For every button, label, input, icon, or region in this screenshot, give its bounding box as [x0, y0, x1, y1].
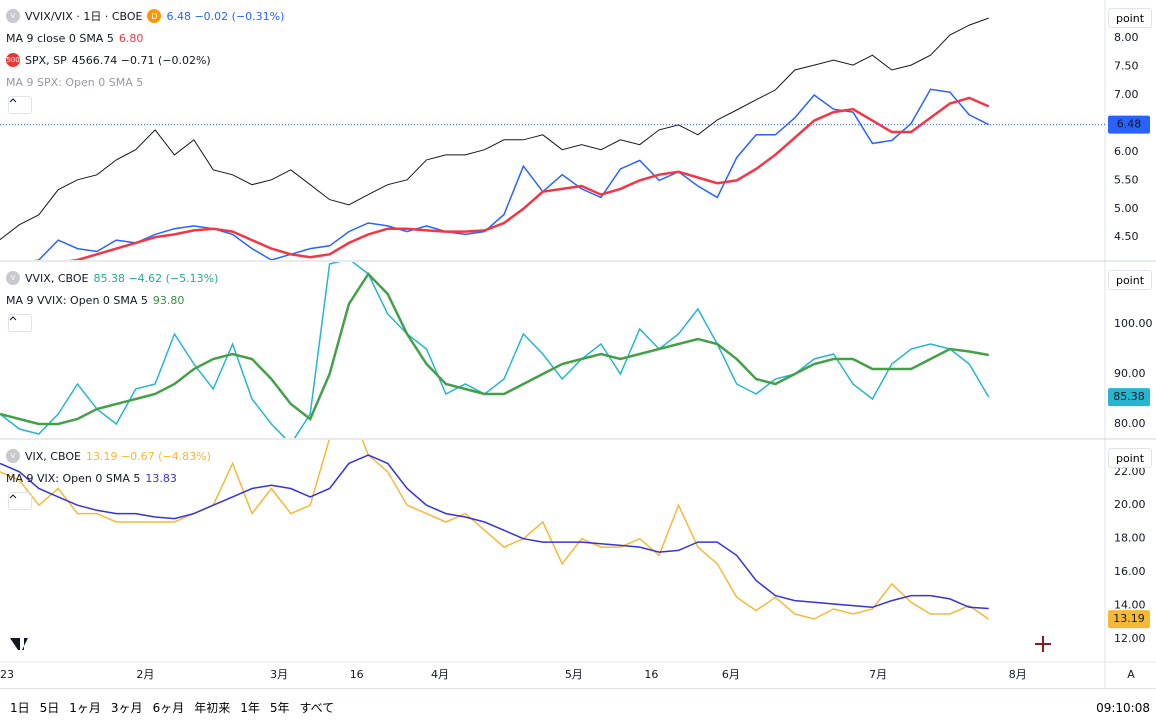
series-line — [0, 440, 990, 620]
legend-row: MA 9 SPX: Open 0 SMA 5 — [6, 73, 143, 91]
range-button[interactable]: 1日 — [10, 701, 30, 715]
legend-name: MA 9 VVIX: Open 0 SMA 5 — [6, 293, 148, 307]
legend-name: MA 9 SPX: Open 0 SMA 5 — [6, 75, 144, 89]
range-button[interactable]: 5日 — [39, 701, 60, 715]
y-tick-label: 100.00 — [1114, 317, 1153, 330]
y-tick-label: 90.00 — [1114, 367, 1146, 380]
toolbar: 1日 5日 1ヶ月 3ヶ月 6ヶ月 年初来 1年 5年 すべて 09:10:08 — [0, 688, 1156, 726]
legend-value: 6.80 — [118, 31, 144, 45]
y-tick-label: 6.00 — [1114, 145, 1139, 158]
x-tick-label: 2023 — [0, 668, 14, 681]
price-tag-label: 85.38 — [1113, 390, 1145, 403]
x-tick-label: 4月 — [431, 668, 449, 681]
chevron — [9, 494, 17, 499]
legend-name: VVIX/VIX · 1日 · CBOE — [25, 10, 143, 23]
series-line — [0, 272, 989, 426]
legend-value: 85.38 −4.62 (−5.13%) — [93, 271, 219, 285]
series-line — [0, 17, 989, 240]
legend-row: 500 SPX, SP 4566.74 −0.71 (−0.02%) — [6, 51, 211, 69]
series-line — [68, 96, 990, 260]
price-tag — [1108, 610, 1150, 629]
y-tick-label: 4.50 — [1114, 230, 1139, 243]
legend-name: MA 9 close 0 SMA 5 — [6, 31, 114, 45]
legend-name: VIX, CBOE — [25, 449, 81, 463]
price-tag-label: 6.48 — [1117, 118, 1142, 131]
legend-badge: D — [147, 9, 162, 23]
chevron — [9, 316, 17, 321]
x-tick-label: 16 — [644, 668, 658, 681]
axis-label[interactable]: point — [1108, 270, 1152, 290]
y-tick-label: 22.00 — [1114, 465, 1146, 478]
legend-icon: V — [6, 271, 20, 285]
legend-name: SPX, SP — [25, 53, 67, 67]
collapse-button[interactable] — [8, 314, 32, 332]
collapse-button[interactable] — [8, 492, 32, 510]
legend-icon: 500 — [6, 53, 20, 67]
range-button[interactable]: 6ヶ月 — [152, 701, 185, 715]
price-tag — [1108, 388, 1150, 407]
legend-row: MA 9 VIX: Open 0 SMA 5 13.83 — [6, 469, 177, 487]
collapse-button[interactable] — [8, 96, 32, 114]
axis-label[interactable]: point — [1108, 448, 1152, 468]
chart-area: 2023 2月 3月 16 4月 5月 16 6月 7月 8月 A 4.50 5.00 5.50 6.00 6… — [0, 0, 1156, 688]
legend-value: 13.19 −0.67 (−4.83%) — [85, 449, 211, 463]
price-tag — [1108, 115, 1150, 134]
y-tick-label: 7.00 — [1114, 88, 1139, 101]
axis-label[interactable]: point — [1108, 8, 1152, 28]
crosshair-cursor — [1035, 636, 1051, 652]
range-button[interactable]: 5年 — [269, 701, 290, 715]
range-button[interactable]: 1ヶ月 — [69, 701, 101, 715]
legend-row: V VIX, CBOE 13.19 −0.67 (−4.83%) — [6, 447, 211, 465]
clock: 09:10:08 — [1096, 700, 1150, 715]
x-tick-label: 6月 — [722, 668, 740, 681]
price-tag-label: 13.19 — [1113, 612, 1145, 625]
range-button[interactable]: 3ヶ月 — [110, 701, 143, 715]
y-tick-label: 80.00 — [1114, 417, 1146, 430]
series-line — [0, 454, 989, 610]
legend-name: MA 9 VIX: Open 0 SMA 5 — [6, 471, 141, 485]
y-tick-label: 14.00 — [1114, 599, 1146, 612]
series-line — [33, 88, 990, 260]
legend-value: 93.80 — [152, 293, 185, 307]
range-button[interactable]: 年初来 — [194, 701, 231, 715]
legend-icon: V — [6, 9, 20, 23]
legend-row: V VVIX/VIX · 1日 · CBOE D 6.48 −0.02 (−0.31%… — [6, 7, 284, 25]
x-tick-label: 16 — [350, 668, 364, 681]
legend-value: 6.48 −0.02 (−0.31%) — [166, 9, 285, 23]
chevron — [9, 98, 17, 103]
logo — [10, 638, 28, 650]
legend-name: VVIX, CBOE — [25, 271, 89, 285]
range-button[interactable]: すべて — [299, 701, 335, 715]
y-tick-label: 8.00 — [1114, 31, 1139, 44]
x-tick-label: 7月 — [869, 668, 887, 681]
legend-row: V VVIX, CBOE 85.38 −4.62 (−5.13%) — [6, 269, 218, 287]
y-tick-label: 5.50 — [1114, 173, 1139, 186]
y-tick-label: 20.00 — [1114, 498, 1146, 511]
axis-mode: A — [1127, 668, 1135, 681]
legend-row: MA 9 close 0 SMA 5 6.80 — [6, 29, 143, 47]
x-tick-label: 5月 — [565, 668, 583, 681]
x-tick-label: 8月 — [1009, 668, 1027, 681]
legend-value: 4566.74 −0.71 (−0.02%) — [71, 53, 211, 67]
series-line — [0, 262, 990, 438]
legend-row: MA 9 VVIX: Open 0 SMA 5 93.80 — [6, 291, 184, 309]
legend-value: 13.83 — [145, 471, 177, 485]
legend-icon: V — [6, 449, 20, 463]
y-tick-label: 7.50 — [1114, 60, 1139, 73]
y-tick-label: 12.00 — [1114, 632, 1146, 645]
y-tick-label: 18.00 — [1114, 532, 1146, 545]
x-tick-label: 2月 — [136, 668, 154, 681]
range-button[interactable]: 1年 — [240, 701, 260, 715]
y-tick-label: 5.00 — [1114, 202, 1139, 215]
x-tick-label: 3月 — [270, 668, 288, 681]
y-tick-label: 16.00 — [1114, 565, 1146, 578]
